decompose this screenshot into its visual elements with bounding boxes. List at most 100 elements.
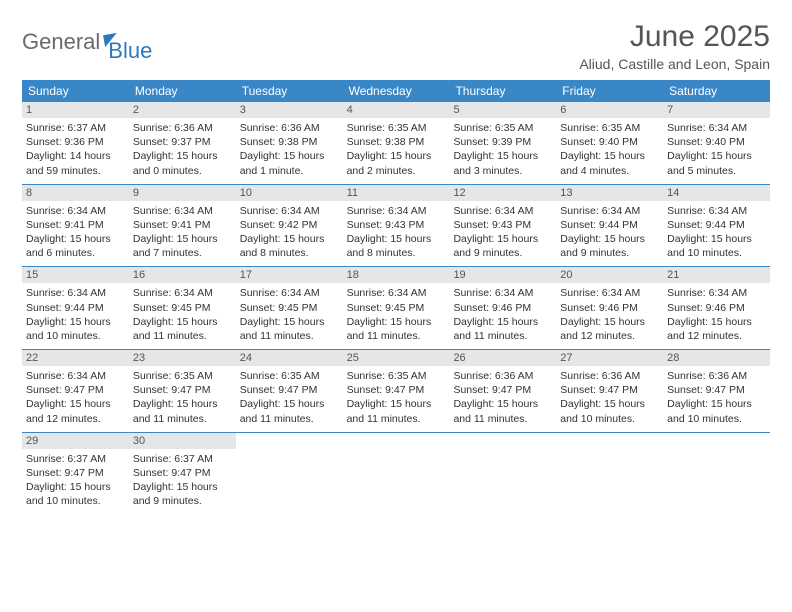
daylight-text: and 10 minutes. [560,412,659,426]
calendar-day [236,433,343,515]
dow-wednesday: Wednesday [343,80,450,102]
calendar-day: 4Sunrise: 6:35 AMSunset: 9:38 PMDaylight… [343,102,450,184]
daylight-text: and 4 minutes. [560,164,659,178]
calendar-day: 27Sunrise: 6:36 AMSunset: 9:47 PMDayligh… [556,350,663,432]
daylight-text: and 11 minutes. [133,329,232,343]
daylight-text: and 11 minutes. [240,329,339,343]
sunrise-text: Sunrise: 6:35 AM [347,121,446,135]
week-row: 1Sunrise: 6:37 AMSunset: 9:36 PMDaylight… [22,102,770,185]
daylight-text: and 12 minutes. [26,412,125,426]
daylight-text: and 10 minutes. [26,329,125,343]
day-number: 9 [129,185,236,201]
daylight-text: and 0 minutes. [133,164,232,178]
daylight-text: Daylight: 15 hours [560,232,659,246]
daylight-text: and 3 minutes. [453,164,552,178]
day-number: 13 [556,185,663,201]
daylight-text: and 11 minutes. [347,329,446,343]
daylight-text: Daylight: 15 hours [667,397,766,411]
day-number: 20 [556,267,663,283]
calendar-day: 21Sunrise: 6:34 AMSunset: 9:46 PMDayligh… [663,267,770,349]
daylight-text: and 11 minutes. [347,412,446,426]
sunset-text: Sunset: 9:44 PM [560,218,659,232]
sunset-text: Sunset: 9:43 PM [453,218,552,232]
daylight-text: and 11 minutes. [453,329,552,343]
daylight-text: and 9 minutes. [453,246,552,260]
daylight-text: Daylight: 15 hours [133,397,232,411]
daylight-text: and 12 minutes. [667,329,766,343]
daylight-text: Daylight: 15 hours [560,315,659,329]
calendar-day: 14Sunrise: 6:34 AMSunset: 9:44 PMDayligh… [663,185,770,267]
daylight-text: and 2 minutes. [347,164,446,178]
calendar-day: 20Sunrise: 6:34 AMSunset: 9:46 PMDayligh… [556,267,663,349]
calendar-day: 18 Sunrise: 6:34 AMSunset: 9:45 PMDayligh… [343,267,450,349]
sunset-text: Sunset: 9:38 PM [347,135,446,149]
daylight-text: Daylight: 15 hours [240,397,339,411]
sunset-text: Sunset: 9:38 PM [240,135,339,149]
calendar-day: 10Sunrise: 6:34 AMSunset: 9:42 PMDayligh… [236,185,343,267]
daylight-text: and 6 minutes. [26,246,125,260]
day-number: 19 [449,267,556,283]
calendar-day: 24Sunrise: 6:35 AMSunset: 9:47 PMDayligh… [236,350,343,432]
daylight-text: Daylight: 15 hours [667,315,766,329]
calendar-day: 25Sunrise: 6:35 AMSunset: 9:47 PMDayligh… [343,350,450,432]
daylight-text: Daylight: 15 hours [347,315,446,329]
week-row: 8Sunrise: 6:34 AMSunset: 9:41 PMDaylight… [22,185,770,268]
day-number: 27 [556,350,663,366]
sunrise-text: Sunrise: 6:34 AM [667,121,766,135]
daylight-text: and 10 minutes. [667,246,766,260]
calendar-day: 12Sunrise: 6:34 AMSunset: 9:43 PMDayligh… [449,185,556,267]
week-row: 22Sunrise: 6:34 AMSunset: 9:47 PMDayligh… [22,350,770,433]
day-number: 26 [449,350,556,366]
daylight-text: Daylight: 15 hours [347,232,446,246]
sunrise-text: Sunrise: 6:34 AM [347,204,446,218]
sunrise-text: Sunrise: 6:34 AM [26,369,125,383]
day-number: 17 [236,267,343,283]
day-number: 10 [236,185,343,201]
header: General Blue June 2025 Aliud, Castille a… [22,20,770,72]
daylight-text: Daylight: 15 hours [453,149,552,163]
daylight-text: and 5 minutes. [667,164,766,178]
day-number: 1 [22,102,129,118]
sunset-text: Sunset: 9:47 PM [560,383,659,397]
sunrise-text: Sunrise: 6:37 AM [26,452,125,466]
calendar-day: 6Sunrise: 6:35 AMSunset: 9:40 PMDaylight… [556,102,663,184]
daylight-text: Daylight: 15 hours [133,315,232,329]
sunset-text: Sunset: 9:42 PM [240,218,339,232]
day-number: 24 [236,350,343,366]
calendar-day: 19Sunrise: 6:34 AMSunset: 9:46 PMDayligh… [449,267,556,349]
sunset-text: Sunset: 9:47 PM [347,383,446,397]
calendar-day: 29Sunrise: 6:37 AMSunset: 9:47 PMDayligh… [22,433,129,515]
sunset-text: Sunset: 9:45 PM [347,301,446,315]
sunset-text: Sunset: 9:47 PM [453,383,552,397]
calendar-day: 9Sunrise: 6:34 AMSunset: 9:41 PMDaylight… [129,185,236,267]
calendar-day: 30Sunrise: 6:37 AMSunset: 9:47 PMDayligh… [129,433,236,515]
day-number: 16 [129,267,236,283]
day-number: 2 [129,102,236,118]
daylight-text: and 9 minutes. [560,246,659,260]
day-number: 30 [129,433,236,449]
sunset-text: Sunset: 9:41 PM [133,218,232,232]
sunrise-text: Sunrise: 6:34 AM [347,286,446,300]
day-number: 5 [449,102,556,118]
day-number: 11 [343,185,450,201]
day-number: 18 [343,267,450,283]
sunrise-text: Sunrise: 6:34 AM [453,286,552,300]
daylight-text: Daylight: 15 hours [347,397,446,411]
calendar-day: 13Sunrise: 6:34 AMSunset: 9:44 PMDayligh… [556,185,663,267]
sunrise-text: Sunrise: 6:36 AM [240,121,339,135]
day-number: 14 [663,185,770,201]
sunset-text: Sunset: 9:36 PM [26,135,125,149]
sunset-text: Sunset: 9:47 PM [667,383,766,397]
dow-tuesday: Tuesday [236,80,343,102]
daylight-text: Daylight: 15 hours [453,315,552,329]
daylight-text: and 8 minutes. [240,246,339,260]
sunrise-text: Sunrise: 6:34 AM [240,286,339,300]
day-number: 23 [129,350,236,366]
daylight-text: Daylight: 15 hours [347,149,446,163]
calendar-day [663,433,770,515]
sunset-text: Sunset: 9:37 PM [133,135,232,149]
week-row: 15Sunrise: 6:34 AMSunset: 9:44 PMDayligh… [22,267,770,350]
calendar: Sunday Monday Tuesday Wednesday Thursday… [22,80,770,514]
daylight-text: Daylight: 15 hours [560,149,659,163]
calendar-day: 16Sunrise: 6:34 AMSunset: 9:45 PMDayligh… [129,267,236,349]
